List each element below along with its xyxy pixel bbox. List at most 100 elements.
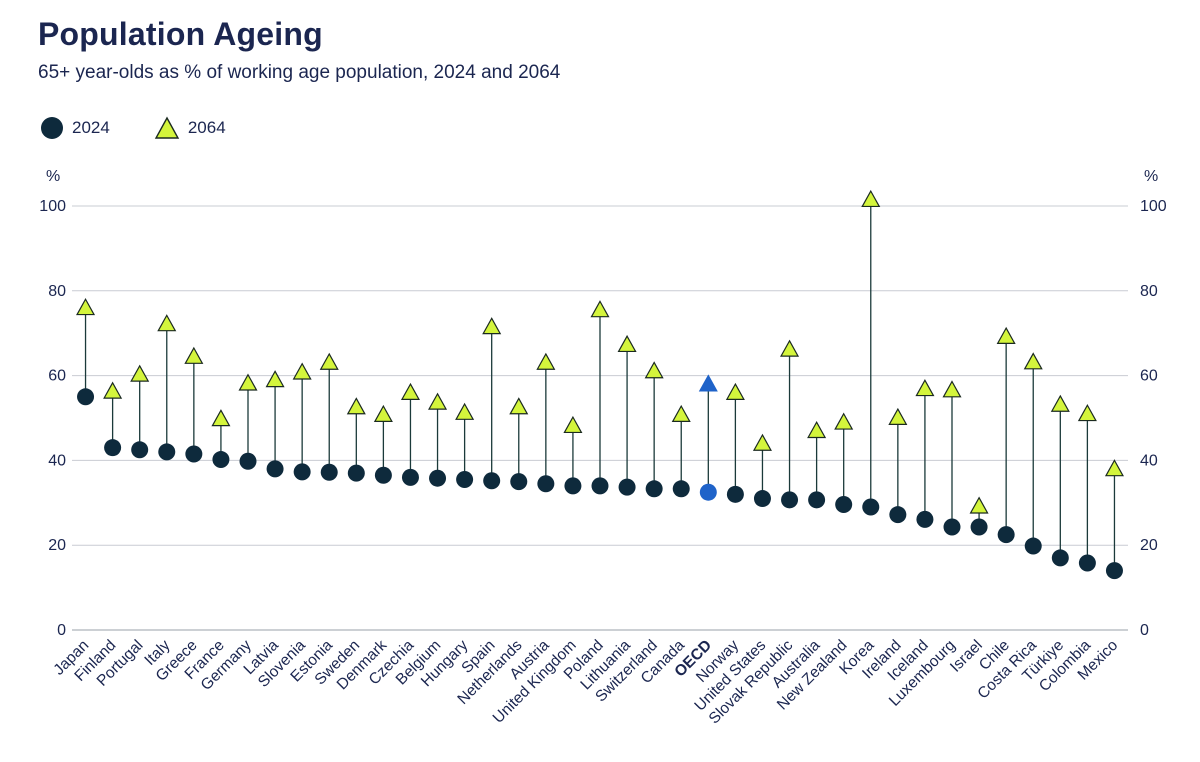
point-2024 <box>185 445 203 463</box>
point-2024 <box>645 480 663 498</box>
point-2024 <box>1105 562 1123 580</box>
point-2064 <box>969 496 989 514</box>
legend-item-2064: 2064 <box>154 116 226 140</box>
point-2024 <box>591 477 609 495</box>
point-2024 <box>537 475 555 493</box>
point-2024 <box>293 463 311 481</box>
point-2064 <box>752 433 772 451</box>
point-2064 <box>590 300 610 318</box>
point-2064 <box>265 370 285 388</box>
point-2064 <box>238 373 258 391</box>
y-axis-unit-left: % <box>46 168 60 185</box>
point-2064 <box>76 298 96 316</box>
point-2024 <box>1051 549 1069 567</box>
point-2024 <box>77 388 95 406</box>
point-2024 <box>1078 554 1096 572</box>
point-2024 <box>158 443 176 461</box>
y-tick-label-left: 60 <box>48 368 66 385</box>
point-2024 <box>781 491 799 509</box>
point-2064 <box>617 334 637 353</box>
point-2024 <box>212 451 230 469</box>
point-2064 <box>807 420 827 439</box>
chart-title: Population Ageing <box>38 16 323 52</box>
y-tick-label-right: 0 <box>1140 622 1149 639</box>
point-2024 <box>862 498 880 516</box>
point-2024 <box>320 463 338 481</box>
point-2064 <box>644 361 664 379</box>
point-2024 <box>401 468 419 486</box>
point-2024 <box>916 510 934 528</box>
point-2024 <box>1024 537 1042 555</box>
point-2024 <box>726 485 744 503</box>
y-tick-label-right: 80 <box>1140 283 1158 300</box>
y-tick-label-right: 40 <box>1140 452 1158 469</box>
point-2064 <box>915 379 935 397</box>
chart-subtitle: 65+ year-olds as % of working age popula… <box>38 62 561 83</box>
legend-triangle-icon <box>154 116 180 139</box>
point-2024 <box>618 478 636 496</box>
point-2064 <box>292 362 312 380</box>
point-2064 <box>996 326 1016 344</box>
legend-label-2064: 2064 <box>187 118 226 137</box>
point-2064 <box>130 364 150 382</box>
point-2024 <box>131 441 149 459</box>
x-tick-label: Israel <box>947 637 986 676</box>
y-tick-label-left: 20 <box>48 537 66 554</box>
point-2064 <box>157 314 177 332</box>
point-2064 <box>1077 404 1097 422</box>
point-2064 <box>103 381 123 399</box>
point-2024 <box>266 460 284 478</box>
y-tick-label-right: 60 <box>1140 368 1158 385</box>
point-2064 <box>346 397 366 415</box>
point-2064 <box>400 382 420 400</box>
point-2064 <box>211 409 231 427</box>
point-2064 <box>319 352 339 370</box>
y-tick-label-left: 100 <box>39 198 66 215</box>
point-2064 <box>509 397 529 415</box>
point-2064 <box>563 415 583 434</box>
point-2064 <box>725 382 745 400</box>
point-2064 <box>536 352 556 370</box>
legend-circle-icon <box>41 117 63 139</box>
point-2024 <box>672 480 690 498</box>
point-2064 <box>698 374 718 392</box>
point-2024 <box>943 518 961 536</box>
legend: 2024 2064 <box>40 116 226 140</box>
y-tick-label-left: 80 <box>48 283 66 300</box>
point-2024 <box>970 518 988 536</box>
point-2024 <box>564 477 582 495</box>
point-2024 <box>835 495 853 513</box>
point-2064 <box>1050 394 1070 412</box>
y-tick-label-left: 0 <box>57 622 66 639</box>
point-2024 <box>699 483 717 501</box>
point-2064 <box>861 189 881 208</box>
point-2064 <box>482 317 502 335</box>
point-2024 <box>456 470 474 488</box>
point-2064 <box>1104 459 1124 477</box>
point-2064 <box>1023 352 1043 370</box>
point-2024 <box>997 526 1015 544</box>
legend-item-2024: 2024 <box>40 116 110 140</box>
point-2024 <box>510 473 528 491</box>
point-2024 <box>889 506 907 524</box>
point-2064 <box>888 407 908 425</box>
point-2064 <box>373 404 393 423</box>
y-tick-label-right: 100 <box>1140 198 1167 215</box>
point-2024 <box>374 466 392 484</box>
point-2064 <box>428 392 448 410</box>
y-axis-unit-right: % <box>1144 168 1158 185</box>
point-2024 <box>239 452 257 470</box>
point-2064 <box>184 346 204 364</box>
y-tick-label-right: 20 <box>1140 537 1158 554</box>
point-2024 <box>429 469 447 487</box>
legend-label-2024: 2024 <box>72 118 110 137</box>
point-2064 <box>455 402 475 420</box>
point-2024 <box>483 472 501 490</box>
point-2064 <box>780 339 800 357</box>
point-2024 <box>347 464 365 482</box>
point-2024 <box>808 491 826 509</box>
point-2064 <box>834 412 854 430</box>
point-2024 <box>753 490 771 508</box>
point-2024 <box>104 439 122 457</box>
